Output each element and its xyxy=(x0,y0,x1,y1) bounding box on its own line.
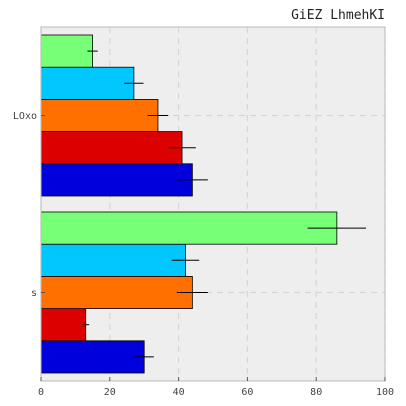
x-tick-label-3: 60 xyxy=(241,387,253,398)
x-axis-ticks: 0 20 40 60 80 100 xyxy=(38,377,394,398)
x-tick-label-5: 100 xyxy=(376,387,394,398)
bar-1-3 xyxy=(40,243,186,277)
bar-1-0 xyxy=(40,340,145,374)
bar-0-2 xyxy=(40,99,159,133)
x-tick-label-1: 20 xyxy=(104,387,116,398)
chart-title: GiEZ LhmehKI xyxy=(291,8,385,23)
x-tick-label-4: 80 xyxy=(310,387,322,398)
bar-1-4 xyxy=(40,211,338,245)
y-tick-label-1: s xyxy=(31,288,37,299)
x-tick-label-0: 0 xyxy=(38,387,44,398)
bar-0-4 xyxy=(40,34,93,68)
bar-0-3 xyxy=(40,66,135,100)
bar-1-1 xyxy=(40,308,87,342)
y-tick-label-0: LOxo xyxy=(13,111,37,122)
bar-0-1 xyxy=(40,131,183,165)
plot-area xyxy=(40,26,386,382)
plot-frame xyxy=(40,26,386,382)
y-axis-ticks: LOxo s xyxy=(13,111,45,299)
bar-1-2 xyxy=(40,275,193,309)
x-tick-label-2: 40 xyxy=(173,387,185,398)
bar-0-0 xyxy=(40,163,193,197)
